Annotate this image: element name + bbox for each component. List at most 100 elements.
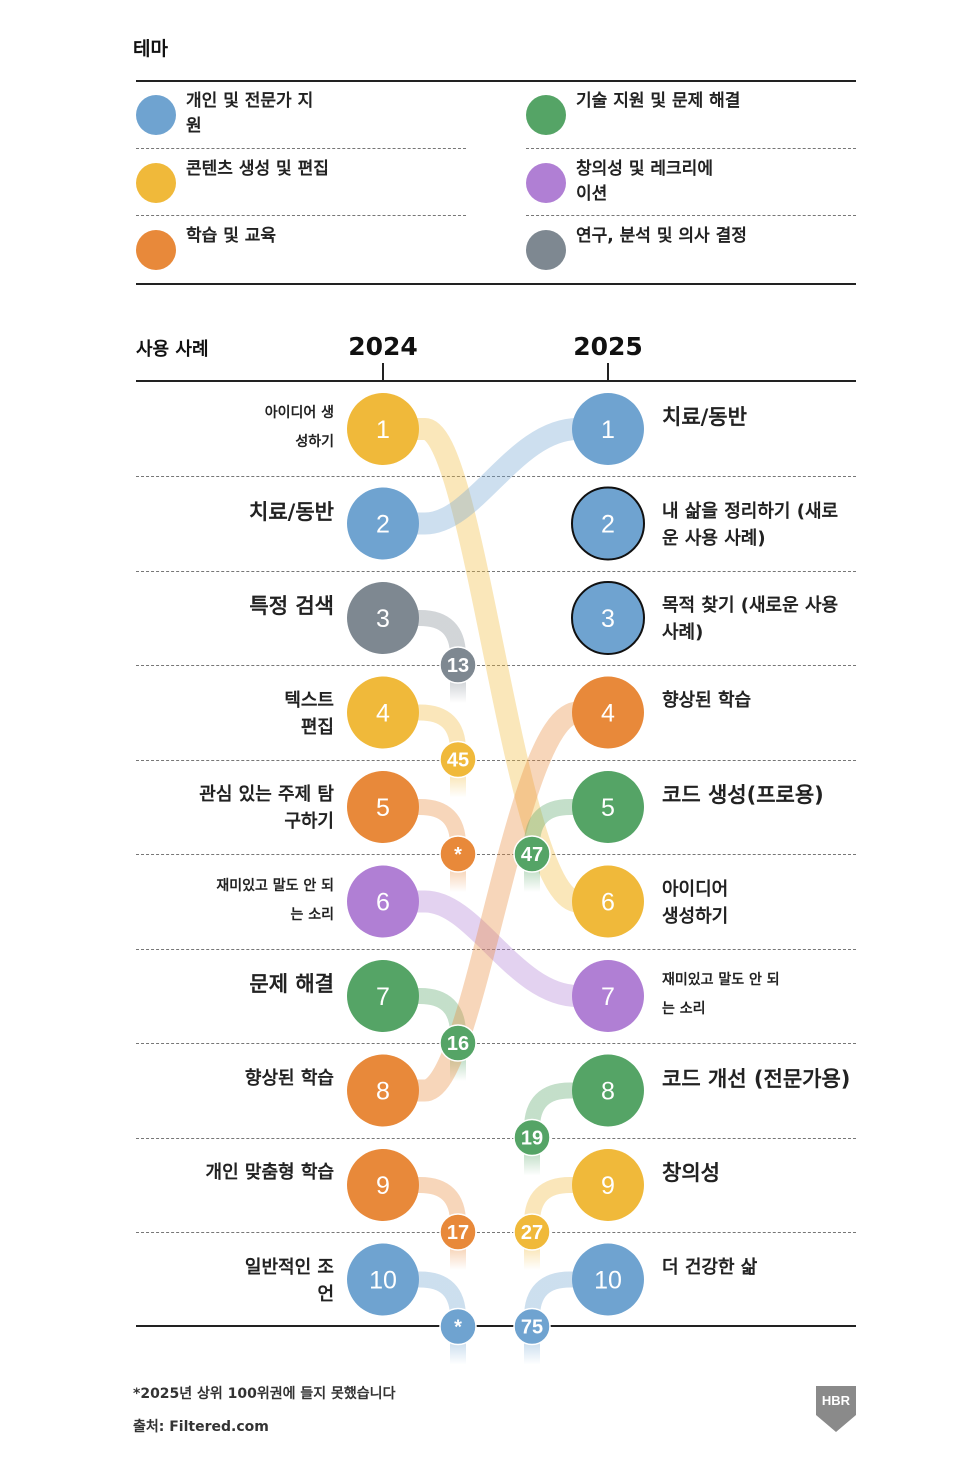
row-divider bbox=[136, 570, 856, 572]
rank-2025-badge-circle bbox=[439, 1024, 477, 1062]
right-label: 창의성 bbox=[662, 1161, 720, 1185]
divider bbox=[526, 215, 856, 216]
rank-2024-badge-circle bbox=[513, 1118, 551, 1157]
hbr-logo: HBR bbox=[816, 1386, 856, 1432]
right-label: 코드 개선 (전문가용) bbox=[662, 1066, 851, 1091]
axis-tick bbox=[607, 363, 609, 381]
rank-2025-circle bbox=[572, 1149, 644, 1221]
rank-2024-circle bbox=[347, 1054, 419, 1127]
legend-swatch-creative bbox=[526, 163, 566, 203]
rank-2024-number: 1 bbox=[376, 416, 390, 444]
rank-2025-circle bbox=[571, 486, 645, 561]
rank-2025-circle bbox=[572, 393, 644, 465]
rank-2025-badge-circle bbox=[439, 740, 477, 779]
rank-2024-number: 10 bbox=[369, 1267, 397, 1295]
rank-2024-badge-text: 19 bbox=[521, 1128, 543, 1150]
divider bbox=[136, 215, 466, 216]
rank-2024-badge-text: 75 bbox=[521, 1317, 543, 1339]
left-label: 개인 맞춤형 학습 bbox=[205, 1162, 334, 1183]
legend-label-personal: 개인 및 전문가 지원 bbox=[186, 91, 314, 136]
rank-2024-circle bbox=[347, 487, 419, 560]
legend-swatch-content bbox=[136, 163, 176, 203]
rank-2025-circle bbox=[571, 581, 645, 655]
legend-top-rule bbox=[136, 80, 856, 82]
rank-2025-number: 6 bbox=[601, 889, 615, 917]
rank-2025-number: 9 bbox=[601, 1172, 615, 1200]
rank-2025-number: 3 bbox=[601, 605, 615, 633]
rank-2024-circle bbox=[347, 1243, 419, 1316]
rank-2024-number: 9 bbox=[376, 1172, 390, 1200]
rank-2024-number: 5 bbox=[376, 794, 390, 822]
legend-label-content: 콘텐츠 생성 및 편집 bbox=[186, 159, 329, 179]
row-divider bbox=[136, 948, 856, 950]
legend-label-learning: 학습 및 교육 bbox=[186, 226, 277, 246]
rank-2024-circle bbox=[347, 676, 419, 749]
rank-2025-number: 4 bbox=[601, 700, 615, 728]
row-divider bbox=[136, 476, 856, 477]
rank-badges: 13 45 * 16 17 * 47 19 27 75 bbox=[439, 646, 551, 1346]
rank-2024-circle bbox=[347, 865, 419, 938]
rank-2025-circle bbox=[572, 1243, 644, 1316]
left-label: 특정 검색 bbox=[249, 594, 334, 618]
right-label: 치료/동반 bbox=[662, 405, 747, 429]
rank-2025-number: 5 bbox=[601, 794, 615, 822]
legend-swatch-learning bbox=[136, 230, 176, 270]
left-label: 텍스트 편집 bbox=[284, 689, 334, 738]
rank-2025-badge-circle bbox=[439, 1307, 477, 1346]
rank-2024-badge-text: 47 bbox=[521, 844, 543, 866]
svg-text:HBR: HBR bbox=[822, 1393, 851, 1408]
right-label: 내 삶을 정리하기 (새로운 사용 사례) bbox=[662, 500, 839, 549]
right-label: 목적 찾기 (새로운 사용 사례) bbox=[662, 595, 839, 643]
legend-title: 테마 bbox=[133, 38, 168, 60]
left-label: 아이디어 생성하기 bbox=[264, 405, 334, 450]
legend-label-creative: 창의성 및 레크리에이션 bbox=[576, 159, 713, 204]
connector-lines bbox=[383, 418, 608, 1365]
right-label: 아이디어 생성하기 bbox=[662, 878, 729, 927]
rank-2024-circle bbox=[347, 393, 419, 465]
rank-2025-badge-circle bbox=[439, 1213, 477, 1251]
rank-2025-circle bbox=[572, 771, 644, 843]
right-label: 더 건강한 삶 bbox=[662, 1256, 758, 1278]
rank-2024-badge-text: 27 bbox=[521, 1222, 543, 1244]
row-divider bbox=[136, 1137, 856, 1139]
rank-2025-circle bbox=[572, 1054, 644, 1127]
legend-bottom-rule bbox=[136, 283, 856, 285]
rank-2025-badge-text: * bbox=[454, 1317, 462, 1339]
rank-2024-circle bbox=[347, 960, 419, 1032]
rank-2025-circle bbox=[572, 676, 644, 749]
rank-2025-badge-circle bbox=[439, 646, 477, 684]
rank-2025-badge-text: 16 bbox=[447, 1033, 469, 1055]
flow-line bbox=[383, 890, 608, 1007]
right-label: 향상된 학습 bbox=[662, 689, 752, 711]
left-label: 치료/동반 bbox=[249, 499, 334, 524]
rank-2025-badge-text: 13 bbox=[447, 655, 469, 677]
footnote: *2025년 상위 100위권에 들지 못했습니다 bbox=[133, 1386, 396, 1402]
rank-2025-badge-text: 45 bbox=[447, 750, 469, 772]
row-divider bbox=[136, 759, 856, 761]
row-divider bbox=[136, 1043, 856, 1044]
row-divider bbox=[136, 1232, 856, 1233]
rank-2024-circle bbox=[347, 582, 419, 654]
rank-2024-number: 8 bbox=[376, 1078, 390, 1106]
rank-2025-number: 1 bbox=[601, 416, 615, 444]
legend-label-research: 연구, 분석 및 의사 결정 bbox=[576, 226, 747, 246]
left-label: 일반적인 조언 bbox=[244, 1256, 334, 1305]
right-label: 재미있고 말도 안 되는 소리 bbox=[662, 972, 780, 1017]
rank-2025-number: 2 bbox=[601, 511, 615, 539]
rank-2024-number: 6 bbox=[376, 889, 390, 917]
axis-tick bbox=[382, 363, 384, 381]
rank-2024-number: 3 bbox=[376, 605, 390, 633]
divider bbox=[526, 148, 856, 149]
left-label: 향상된 학습 bbox=[244, 1067, 334, 1089]
rank-2025-badge-circle bbox=[439, 835, 477, 873]
rank-2024-circle bbox=[347, 771, 419, 843]
rank-2024-number: 2 bbox=[376, 511, 390, 539]
rank-2025-circle bbox=[572, 960, 644, 1032]
legend-swatch-research bbox=[526, 230, 566, 270]
rank-2024-number: 4 bbox=[376, 700, 390, 728]
left-label: 관심 있는 주제 탐구하기 bbox=[199, 784, 334, 832]
row-header: 사용 사례 bbox=[136, 339, 209, 360]
flow-line bbox=[383, 418, 608, 913]
